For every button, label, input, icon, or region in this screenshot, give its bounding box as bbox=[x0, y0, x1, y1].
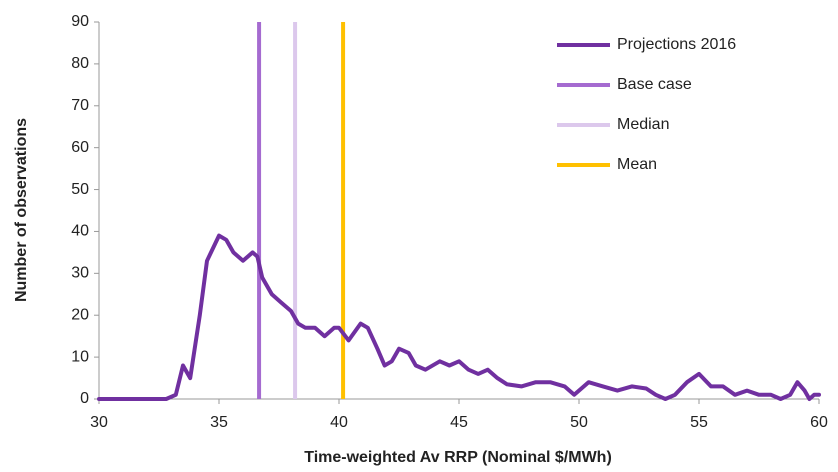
data-line bbox=[97, 233, 821, 401]
y-tick-label: 50 bbox=[71, 181, 89, 198]
y-tick-label: 70 bbox=[71, 97, 89, 114]
y-tick-label: 10 bbox=[71, 348, 89, 365]
y-tick-label: 80 bbox=[71, 55, 89, 72]
x-axis-title: Time-weighted Av RRP (Nominal $/MWh) bbox=[304, 449, 612, 466]
y-tick-label: 90 bbox=[71, 13, 89, 30]
x-tick-label: 40 bbox=[330, 414, 348, 431]
x-tick-label: 55 bbox=[690, 414, 708, 431]
legend-label: Median bbox=[617, 116, 669, 133]
x-tick-label: 35 bbox=[210, 414, 228, 431]
x-tick-label: 60 bbox=[810, 414, 828, 431]
x-tick-label: 50 bbox=[570, 414, 588, 431]
y-tick-label: 60 bbox=[71, 139, 89, 156]
y-tick-label: 0 bbox=[80, 390, 89, 407]
y-tick-label: 20 bbox=[71, 306, 89, 323]
x-tick-label: 30 bbox=[90, 414, 108, 431]
legend-label: Mean bbox=[617, 156, 657, 173]
y-axis-title: Number of observations bbox=[13, 118, 30, 302]
y-tick-label: 40 bbox=[71, 223, 89, 240]
legend-label: Base case bbox=[617, 76, 692, 93]
x-tick-label: 45 bbox=[450, 414, 468, 431]
y-tick-label: 30 bbox=[71, 265, 89, 282]
legend-label: Projections 2016 bbox=[617, 36, 736, 53]
